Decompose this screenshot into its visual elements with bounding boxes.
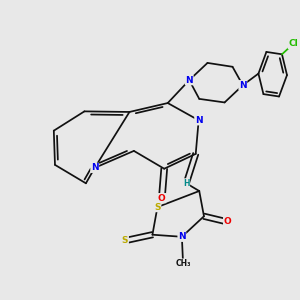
Text: N: N bbox=[185, 76, 193, 85]
Text: N: N bbox=[195, 116, 202, 125]
Text: CH₃: CH₃ bbox=[175, 259, 191, 268]
Text: N: N bbox=[239, 81, 247, 90]
Text: H: H bbox=[183, 179, 190, 188]
Text: N: N bbox=[178, 232, 186, 241]
Text: O: O bbox=[158, 194, 166, 203]
Text: S: S bbox=[122, 236, 128, 245]
Text: S: S bbox=[154, 202, 161, 211]
Text: N: N bbox=[91, 163, 98, 172]
Text: O: O bbox=[224, 218, 231, 226]
Text: Cl: Cl bbox=[288, 39, 298, 48]
